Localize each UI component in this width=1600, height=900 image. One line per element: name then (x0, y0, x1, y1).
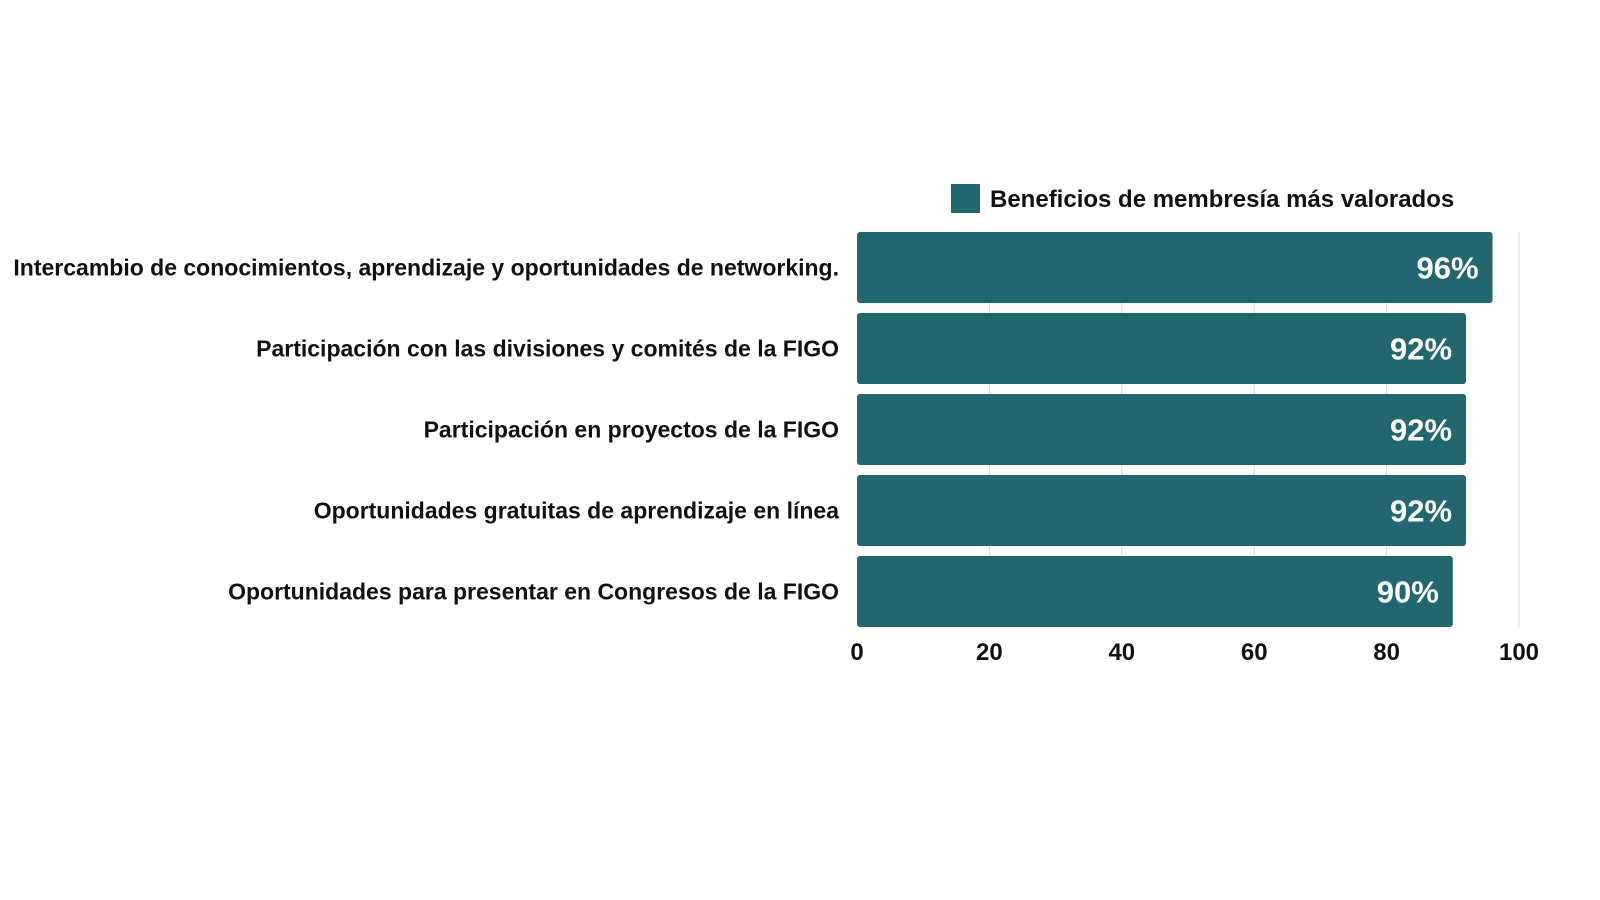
bar (857, 232, 1493, 303)
bar-value-label: 90% (1377, 575, 1439, 610)
category-labels: Intercambio de conocimientos, aprendizaj… (13, 255, 839, 605)
category-label: Oportunidades para presentar en Congreso… (228, 579, 839, 605)
category-label: Oportunidades gratuitas de aprendizaje e… (314, 498, 839, 524)
x-tick-label: 40 (1108, 639, 1135, 666)
bar (857, 394, 1467, 465)
legend-swatch (951, 184, 980, 213)
legend: Beneficios de membresía más valorados (951, 184, 1454, 213)
bar (857, 313, 1467, 384)
bar-value-label: 96% (1416, 251, 1478, 286)
bar (857, 475, 1467, 546)
x-tick-label: 100 (1499, 639, 1539, 666)
category-label: Participación con las divisiones y comit… (256, 336, 839, 362)
x-tick-label: 60 (1241, 639, 1268, 666)
bar-value-label: 92% (1390, 332, 1452, 367)
bars: 96% 92% 92% 92% 90% (857, 232, 1493, 627)
bar-value-label: 92% (1390, 413, 1452, 448)
x-tick-label: 20 (976, 639, 1003, 666)
legend-label: Beneficios de membresía más valorados (990, 186, 1454, 213)
bar (857, 556, 1453, 627)
category-label: Intercambio de conocimientos, aprendizaj… (13, 255, 839, 281)
x-tick-label: 80 (1373, 639, 1400, 666)
x-axis-ticks: 0 20 40 60 80 100 (850, 639, 1539, 666)
bar-value-label: 92% (1390, 494, 1452, 529)
x-tick-label: 0 (850, 639, 863, 666)
category-label: Participación en proyectos de la FIGO (424, 417, 839, 443)
